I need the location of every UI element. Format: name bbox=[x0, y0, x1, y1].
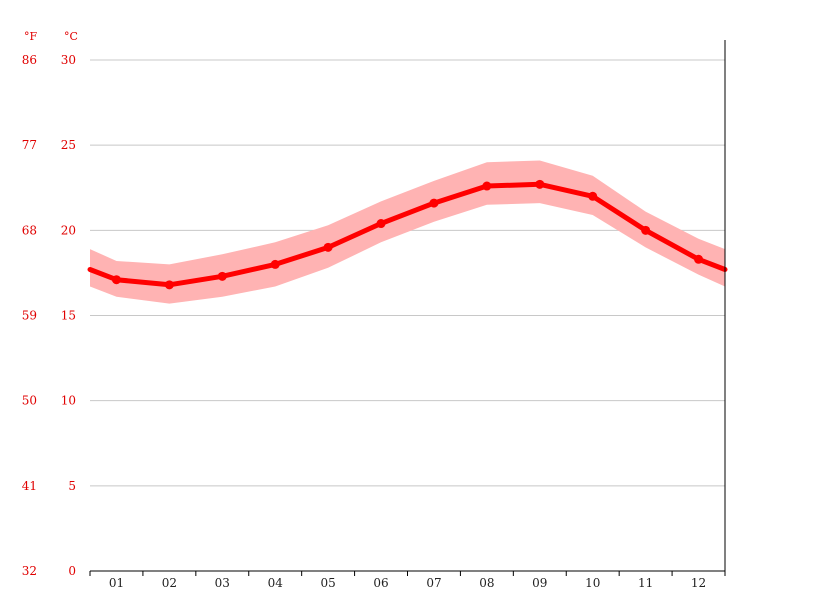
series-line bbox=[87, 181, 728, 288]
data-point bbox=[429, 198, 439, 208]
y-tick-label-fahrenheit: 50 bbox=[22, 394, 37, 408]
y-tick-label-fahrenheit: 59 bbox=[22, 309, 37, 323]
x-tick-label: 03 bbox=[215, 576, 230, 590]
temperature-points bbox=[111, 179, 704, 290]
data-point bbox=[482, 181, 492, 191]
x-tick-label: 02 bbox=[162, 576, 177, 590]
celsius-unit-label: °C bbox=[64, 30, 78, 43]
x-tick-label: 04 bbox=[268, 576, 284, 590]
y-tick-label-celsius: 20 bbox=[61, 223, 76, 237]
data-point bbox=[694, 254, 704, 264]
data-point bbox=[111, 275, 121, 285]
fahrenheit-unit-label: °F bbox=[24, 30, 38, 43]
data-point bbox=[164, 280, 174, 290]
x-tick-label: 08 bbox=[479, 576, 494, 590]
x-tick-label: 10 bbox=[585, 576, 600, 590]
y-tick-label-fahrenheit: 32 bbox=[22, 564, 37, 578]
data-point bbox=[270, 259, 280, 269]
y-tick-label-celsius: 5 bbox=[68, 479, 76, 493]
y-tick-label-fahrenheit: 86 bbox=[22, 53, 37, 67]
y-tick-label-celsius: 25 bbox=[61, 138, 76, 152]
temperature-line bbox=[87, 181, 728, 288]
data-point bbox=[217, 271, 227, 281]
y-tick-label-celsius: 10 bbox=[61, 394, 76, 408]
x-tick-label: 06 bbox=[373, 576, 388, 590]
x-tick-label: 01 bbox=[109, 576, 124, 590]
data-point bbox=[641, 225, 651, 235]
y-tick-label-celsius: 0 bbox=[68, 564, 76, 578]
data-point bbox=[535, 179, 545, 189]
y-tick-label-celsius: 15 bbox=[61, 309, 76, 323]
x-tick-label: 05 bbox=[320, 576, 335, 590]
y-tick-label-fahrenheit: 77 bbox=[22, 138, 37, 152]
data-point bbox=[376, 219, 386, 229]
data-point bbox=[323, 242, 333, 252]
y-tick-label-fahrenheit: 68 bbox=[22, 223, 37, 237]
y-axis-labels: 0 32 5 41 10 50 15 59 20 68 25 77 30 86 bbox=[22, 53, 76, 578]
x-tick-label: 07 bbox=[426, 576, 441, 590]
x-axis: 01 02 03 04 05 06 07 08 09 10 11 12 bbox=[89, 40, 726, 590]
x-tick-label: 11 bbox=[638, 576, 653, 590]
x-tick-label: 09 bbox=[532, 576, 547, 590]
y-tick-label-celsius: 30 bbox=[61, 53, 76, 67]
data-point bbox=[588, 191, 598, 201]
gridlines bbox=[90, 59, 725, 487]
x-tick-label: 12 bbox=[691, 576, 706, 590]
y-tick-label-fahrenheit: 41 bbox=[22, 479, 37, 493]
